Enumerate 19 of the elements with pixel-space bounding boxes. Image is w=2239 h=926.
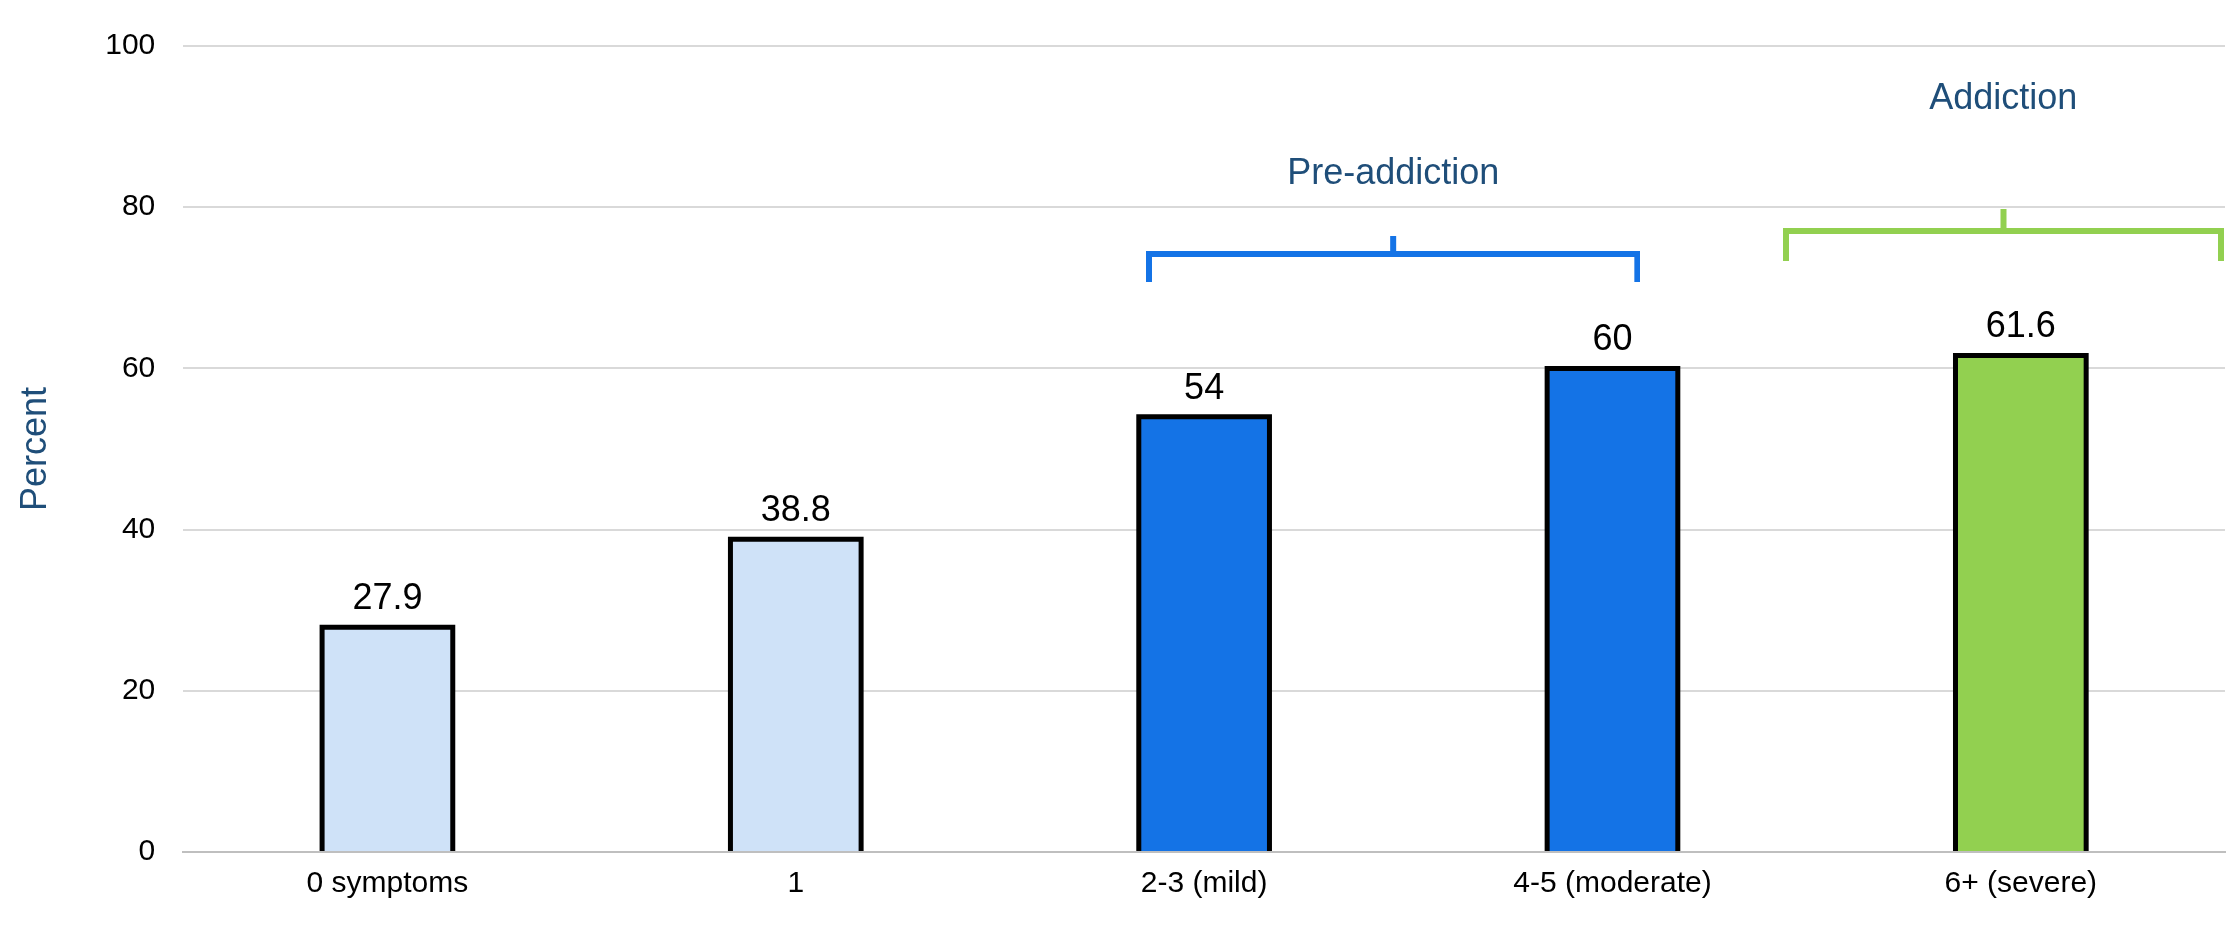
data-label: 61.6 [1985, 304, 2056, 346]
y-tick-label: 40 [121, 510, 156, 544]
x-tick-label: 1 [787, 865, 805, 899]
data-label: 60 [1592, 317, 1633, 359]
x-tick-label: 6+ (severe) [1944, 865, 2098, 899]
x-tick-label: 2-3 (mild) [1140, 865, 1268, 899]
y-tick-label: 0 [138, 833, 156, 867]
y-tick-label: 80 [121, 188, 156, 222]
annotation: Pre-addiction [1287, 151, 1500, 193]
x-tick-label: 0 symptoms [306, 865, 469, 899]
y-tick-label: 20 [121, 672, 156, 706]
data-label: 38.8 [760, 488, 831, 530]
y-tick-label: 100 [105, 27, 156, 61]
data-label: 27.9 [352, 576, 423, 618]
annotation: Addiction [1929, 76, 2078, 118]
y-tick-label: 60 [121, 349, 156, 383]
x-tick-label: 4-5 (moderate) [1513, 865, 1712, 899]
data-label: 54 [1184, 365, 1225, 407]
y-axis-title: Percent [12, 386, 54, 512]
